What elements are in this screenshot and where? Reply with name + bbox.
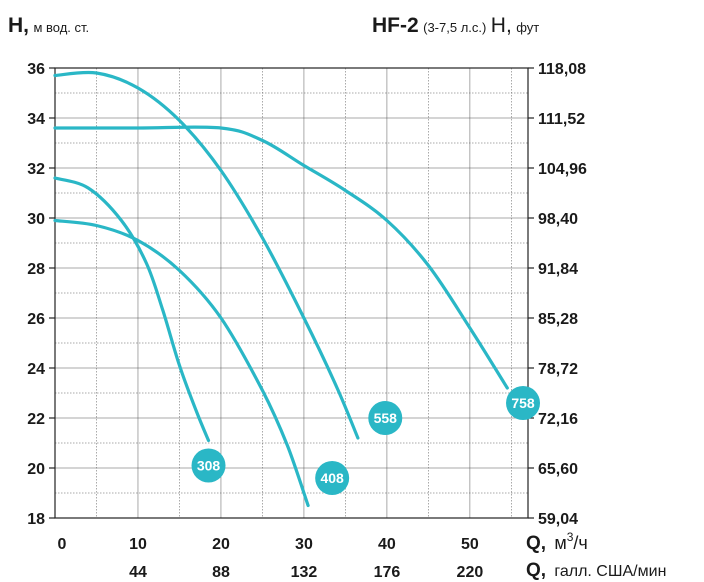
x2-axis-title: Q, галл. США/мин	[526, 560, 666, 581]
badge-label: 308	[197, 458, 221, 474]
y2-tick-label: 118,08	[538, 61, 586, 78]
x2-axis-title-prefix: Q,	[526, 560, 546, 581]
x-axis-title-suffix: /ч	[573, 533, 587, 553]
y-axis-title-left: H, м вод. ст.	[8, 14, 89, 38]
curve-badges: 308 408 558 758	[191, 386, 541, 495]
model-name: HF-2	[372, 14, 419, 37]
y-tick-label: 32	[27, 161, 45, 178]
y2-tick-label: 65,60	[538, 461, 578, 478]
x-axis-title-unit: м	[554, 533, 566, 553]
y-tick-label: 30	[27, 211, 45, 228]
axes	[49, 67, 534, 519]
x2-axis-title-unit: галл. США/мин	[554, 563, 666, 580]
chart-title: HF-2 (3-7,5 л.с.) H, фут	[372, 14, 539, 38]
y-tick-label: 20	[27, 461, 45, 478]
x-tick-label: 10	[129, 536, 147, 553]
x2-tick-label: 132	[291, 564, 318, 581]
y-tick-label: 26	[27, 311, 45, 328]
x2-tick-label: 44	[129, 564, 147, 581]
y-tick-label: 34	[27, 111, 45, 128]
y-tick-label: 22	[27, 411, 45, 428]
badge-408: 408	[315, 461, 350, 495]
badge-label: 758	[511, 395, 535, 411]
y-tick-label: 36	[27, 61, 45, 78]
y2-tick-label: 59,04	[538, 511, 578, 528]
y-tick-label: 24	[27, 361, 45, 378]
badge-758: 758	[506, 386, 541, 420]
x2-tick-label: 220	[457, 564, 484, 581]
y2-tick-label: 91,84	[538, 261, 578, 278]
x-tick-label: 30	[295, 536, 313, 553]
y2-tick-label: 104,96	[538, 161, 587, 178]
curve-758	[53, 125, 509, 390]
x-tick-label: 0	[58, 536, 67, 553]
x-tick-label: 40	[378, 536, 396, 553]
plot-frame	[54, 67, 529, 519]
x-tick-label: 50	[461, 536, 479, 553]
badge-label: 408	[320, 470, 344, 486]
curve-408	[53, 218, 310, 508]
y-axis-title-left-unit: м вод. ст.	[33, 20, 90, 35]
curve-308	[53, 176, 211, 443]
y2-tick-label: 85,28	[538, 311, 578, 328]
badge-label: 558	[374, 410, 398, 426]
badge-558: 558	[368, 401, 403, 435]
y2-tick-label: 98,40	[538, 211, 578, 228]
model-power: (3-7,5 л.с.)	[423, 20, 487, 35]
y-axis-title-right: H,	[490, 14, 512, 37]
y-tick-label: 28	[27, 261, 45, 278]
y2-tick-label: 78,72	[538, 361, 578, 378]
x-axis-title-sup: 3	[567, 530, 574, 544]
badge-circle	[191, 448, 226, 483]
y2-tick-label: 111,52	[538, 111, 585, 128]
x-axis-title: Q, м3/ч	[526, 530, 588, 554]
x-axis-title-prefix: Q,	[526, 533, 546, 554]
badge-308: 308	[191, 448, 226, 483]
grid	[55, 67, 528, 519]
x2-tick-label: 176	[374, 564, 401, 581]
tick-labels: 36343230282624222018118,08111,52104,9698…	[27, 61, 587, 581]
y-axis-title-left-bold: H,	[8, 14, 29, 37]
y-axis-title-right-unit: фут	[516, 20, 540, 35]
badge-circle	[506, 386, 541, 420]
badge-circle	[368, 401, 403, 435]
curve-558	[53, 70, 360, 440]
y-tick-label: 18	[27, 511, 45, 528]
x-tick-label: 20	[212, 536, 230, 553]
badge-circle	[315, 461, 350, 495]
curves	[53, 70, 509, 508]
y2-tick-label: 72,16	[538, 411, 578, 428]
x2-tick-label: 88	[212, 564, 230, 581]
